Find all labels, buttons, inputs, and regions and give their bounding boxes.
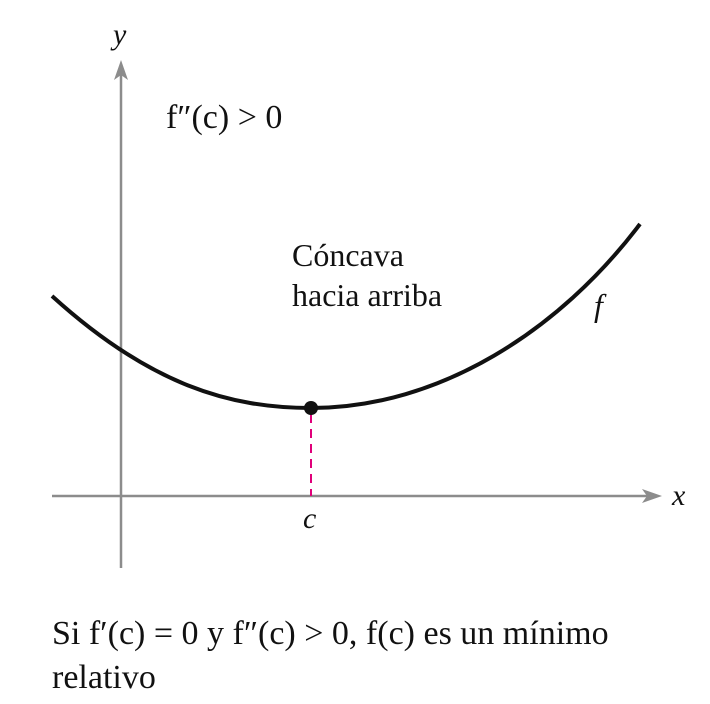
x-axis-arrowhead [642, 489, 662, 503]
c-label: c [303, 502, 316, 535]
x-axis-label: x [671, 479, 686, 512]
relative-minimum-point [304, 401, 318, 415]
y-axis-label: y [110, 18, 127, 51]
caption-line2: relativo [52, 659, 156, 696]
second-derivative-annotation: f″(c) > 0 [166, 99, 282, 136]
figure-caption: Si f′(c) = 0 y f″(c) > 0, f(c) es un mín… [52, 612, 692, 700]
y-axis-arrowhead [114, 60, 128, 80]
curve-f-label: f [594, 287, 607, 323]
curve-f [50, 222, 642, 411]
caption-line1: Si f′(c) = 0 y f″(c) > 0, f(c) es un mín… [52, 615, 609, 652]
concavity-label-line1: Cóncava [292, 237, 404, 273]
concavity-label-line2: hacia arriba [292, 277, 442, 313]
